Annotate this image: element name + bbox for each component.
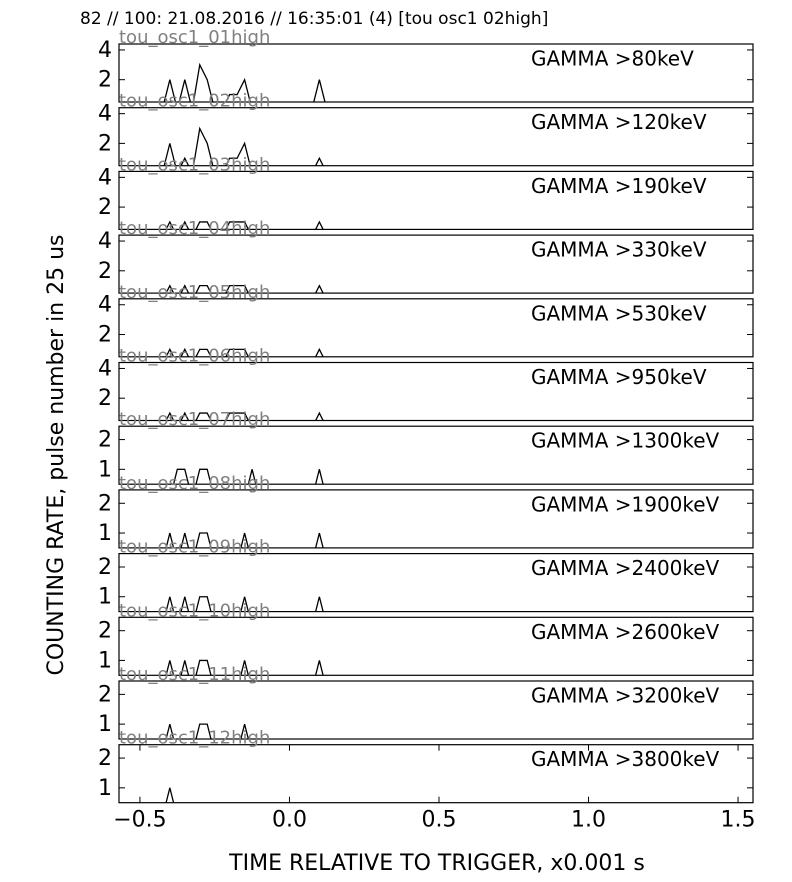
channel-label: tou_osc1_11high (119, 664, 270, 685)
y-tick-label: 2 (98, 428, 112, 453)
x-tick-label: 0.5 (421, 808, 456, 833)
y-tick-label: 1 (98, 521, 112, 546)
y-tick-label: 2 (98, 68, 112, 93)
panel-title: GAMMA >530keV (531, 301, 707, 325)
data-line (165, 723, 250, 739)
channel-label: tou_osc1_03high (119, 154, 270, 175)
axes-frame (118, 107, 754, 167)
data-line (165, 347, 324, 357)
channel-label: tou_osc1_08high (119, 473, 270, 494)
axes-frame (118, 744, 754, 804)
channel-label: tou_osc1_07high (119, 409, 270, 430)
channel-label: tou_osc1_02high (119, 91, 270, 112)
y-tick-label: 2 (98, 746, 112, 771)
y-tick-label: 2 (98, 195, 112, 220)
axes-frame (118, 234, 754, 294)
data-line (165, 411, 324, 421)
panel-title: GAMMA >3200keV (531, 684, 720, 708)
axes-frame (118, 552, 754, 613)
panel-title: GAMMA >330keV (531, 238, 707, 262)
axes-frame (118, 680, 754, 740)
y-tick-label: 4 (98, 293, 112, 318)
data-line (165, 220, 324, 230)
y-tick-label: 2 (98, 259, 112, 284)
panel-title: GAMMA >1300keV (531, 429, 720, 453)
x-tick-label: −0.5 (113, 808, 166, 833)
panel-title: GAMMA >120keV (531, 110, 707, 134)
axes-frame (118, 616, 754, 676)
data-line (165, 659, 324, 676)
panel-title: GAMMA >190keV (531, 174, 707, 198)
y-tick-label: 4 (98, 356, 112, 381)
channel-label: tou_osc1_04high (119, 218, 270, 239)
channel-label: tou_osc1_09high (119, 537, 270, 558)
y-tick-label: 1 (98, 457, 112, 482)
y-tick-label: 2 (98, 619, 112, 644)
x-tick-label: 1.0 (571, 808, 606, 833)
y-axis-label: COUNTING RATE, pulse number in 25 us (44, 234, 69, 675)
y-tick-label: 1 (98, 776, 112, 801)
axes-frame (118, 170, 754, 230)
y-tick-label: 4 (98, 229, 112, 254)
x-tick-label: 1.5 (721, 808, 756, 833)
data-line (165, 596, 324, 612)
axes-frame (118, 489, 754, 549)
data-line (165, 532, 324, 548)
channel-label: tou_osc1_12high (119, 728, 270, 749)
y-tick-label: 2 (98, 322, 112, 347)
panel-title: GAMMA >80keV (531, 47, 694, 71)
y-tick-label: 1 (98, 712, 112, 737)
channel-label: tou_osc1_05high (119, 282, 270, 303)
panel-title: GAMMA >3800keV (531, 747, 720, 771)
panel-title: GAMMA >1900keV (531, 492, 720, 516)
y-tick-label: 1 (98, 585, 112, 610)
channel-label: tou_osc1_01high (119, 27, 270, 48)
panel-title: GAMMA >950keV (531, 365, 707, 389)
x-axis-label: TIME RELATIVE TO TRIGGER, x0.001 s (228, 851, 645, 876)
data-line (172, 468, 324, 485)
y-tick-label: 2 (98, 131, 112, 156)
y-tick-label: 2 (98, 555, 112, 580)
axes-frame (118, 425, 754, 485)
y-tick-label: 4 (98, 102, 112, 127)
data-line (163, 62, 326, 102)
figure-title: 82 // 100: 21.08.2016 // 16:35:01 (4) [t… (80, 9, 548, 29)
axes-frame (118, 43, 754, 103)
y-tick-label: 2 (98, 386, 112, 411)
channel-label: tou_osc1_10high (119, 600, 270, 621)
y-tick-label: 2 (98, 491, 112, 516)
data-line (165, 284, 324, 294)
axes-frame (118, 361, 754, 422)
panel-title: GAMMA >2600keV (531, 620, 720, 644)
y-tick-label: 4 (98, 165, 112, 190)
data-line (163, 126, 324, 166)
y-tick-label: 1 (98, 648, 112, 673)
channel-label: tou_osc1_06high (119, 346, 270, 367)
x-tick-label: 0.0 (272, 808, 307, 833)
y-tick-label: 4 (98, 38, 112, 63)
y-tick-label: 2 (98, 682, 112, 707)
axes-frame (118, 298, 754, 358)
panel-title: GAMMA >2400keV (531, 556, 720, 580)
